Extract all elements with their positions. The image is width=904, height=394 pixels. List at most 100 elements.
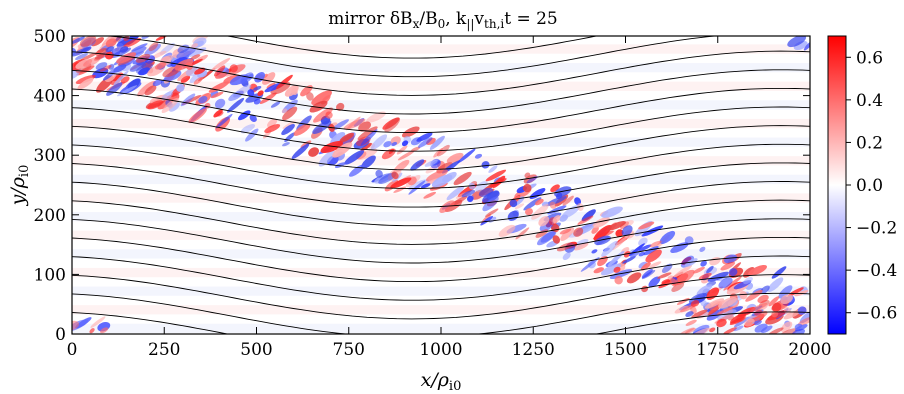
fluctuation-blob: [787, 36, 807, 48]
fluctuation-blob: [549, 201, 557, 209]
fluctuation-blob: [778, 285, 793, 299]
fluctuation-blob: [370, 134, 388, 150]
fluctuation-blob: [446, 152, 464, 164]
background-stripe: [72, 156, 810, 166]
fluctuation-blob: [744, 318, 755, 327]
fluctuation-blob: [416, 132, 433, 142]
fluctuation-blob: [144, 85, 157, 96]
fluctuation-blob: [94, 53, 105, 60]
fluctuation-blob: [375, 169, 383, 178]
fluctuation-blob: [498, 224, 516, 237]
fluctuation-blob: [281, 124, 295, 136]
fluctuation-blob: [562, 195, 574, 206]
fluctuation-blob: [453, 171, 472, 186]
fluctuation-blob: [645, 249, 662, 263]
fluctuation-blob: [780, 294, 793, 305]
fluctuation-blob: [300, 85, 313, 97]
magnetic-field-lines: [72, 36, 810, 334]
fluctuation-blob: [190, 54, 201, 60]
fluctuation-blob: [523, 183, 532, 193]
fluctuation-blob: [334, 162, 346, 169]
fluctuation-blob: [700, 260, 707, 267]
fluctuation-blob: [282, 120, 296, 130]
fluctuation-blob: [410, 159, 425, 171]
fluctuation-blob: [343, 118, 366, 130]
fluctuation-blob: [391, 141, 398, 147]
background-stripe: [72, 230, 810, 240]
fluctuation-blob: [293, 123, 311, 136]
fluctuation-blob: [311, 90, 332, 106]
fluctuation-blob: [648, 261, 662, 269]
fluctuation-blob: [461, 190, 476, 198]
fluctuation-blob: [486, 190, 499, 200]
fluctuation-blob: [198, 95, 208, 104]
y-tick-label: 100: [34, 265, 66, 285]
fluctuation-blob: [614, 276, 623, 285]
fluctuation-blob: [208, 81, 230, 93]
fluctuation-blob: [224, 64, 246, 76]
fluctuation-blob: [105, 46, 115, 53]
colorbar-tick-label: −0.2: [856, 219, 897, 239]
background-stripe: [72, 63, 810, 73]
fluctuation-blob: [137, 80, 156, 97]
fluctuation-blob: [420, 183, 431, 189]
fluctuation-blob: [630, 250, 640, 258]
fluctuation-blob: [690, 300, 700, 307]
fluctuation-blob: [488, 165, 498, 173]
fluctuation-blob: [245, 128, 259, 142]
fluctuation-blob: [760, 285, 770, 295]
fluctuation-blob: [601, 206, 623, 218]
fluctuation-blob: [336, 102, 345, 111]
fluctuation-blob: [606, 221, 626, 231]
fluctuation-blob: [425, 169, 448, 182]
fluctuation-blob: [152, 79, 163, 87]
fluctuation-blob: [661, 263, 673, 273]
fluctuation-blob: [390, 177, 412, 189]
colorbar-tick-label: 0.4: [856, 91, 883, 111]
fluctuation-blob: [401, 126, 420, 138]
fluctuation-blob: [396, 145, 408, 155]
background-stripe: [72, 44, 810, 54]
fluctuation-blob: [523, 197, 542, 211]
fluctuation-blob: [99, 65, 112, 72]
fluctuation-blob: [358, 121, 372, 132]
fluctuation-blob: [699, 246, 706, 252]
colorbar-ticks: 0.6 0.4 0.2 0.0 −0.2 −0.4 −0.6: [846, 48, 897, 324]
fluctuation-blob: [108, 64, 126, 74]
fluctuation-blob: [281, 108, 288, 114]
fluctuation-blob: [707, 271, 729, 282]
fluctuation-blob: [514, 203, 525, 210]
fluctuation-blob: [729, 316, 745, 325]
fluctuation-blob: [552, 235, 561, 244]
fluctuation-blob: [661, 279, 670, 284]
fluctuation-blob: [690, 327, 711, 334]
fluctuation-blob: [106, 82, 123, 96]
background-stripe: [72, 118, 810, 129]
fluctuation-blob: [360, 129, 378, 146]
fluctuation-blob: [638, 251, 646, 257]
fluctuation-blob: [75, 74, 96, 85]
fluctuation-blob: [450, 195, 468, 207]
fluctuation-blob: [264, 124, 281, 133]
fluctuation-blob: [391, 171, 399, 180]
fluctuation-blob: [161, 97, 180, 114]
field-line: [72, 106, 810, 152]
heatmap-field: [72, 36, 810, 334]
fluctuation-blob: [308, 147, 320, 157]
colorbar-tick-label: −0.4: [856, 261, 897, 281]
fluctuation-blob: [728, 268, 738, 276]
fluctuation-blob: [136, 63, 153, 74]
fluctuation-blob: [706, 265, 714, 274]
fluctuation-blob: [361, 155, 376, 169]
fluctuation-blob: [691, 309, 708, 319]
fluctuation-blob: [257, 90, 264, 97]
fluctuation-blob: [240, 124, 256, 134]
fluctuation-blob: [383, 141, 392, 148]
fluctuation-blob: [80, 46, 92, 54]
fluctuation-blob: [113, 70, 129, 86]
fluctuation-blob: [492, 175, 506, 188]
colorbar-tick-label: 0.2: [856, 133, 883, 153]
fluctuation-blob: [623, 251, 631, 258]
chart-title: mirror δBx/B0, k||vth,it = 25: [328, 9, 558, 31]
fluctuation-blob: [366, 111, 386, 123]
